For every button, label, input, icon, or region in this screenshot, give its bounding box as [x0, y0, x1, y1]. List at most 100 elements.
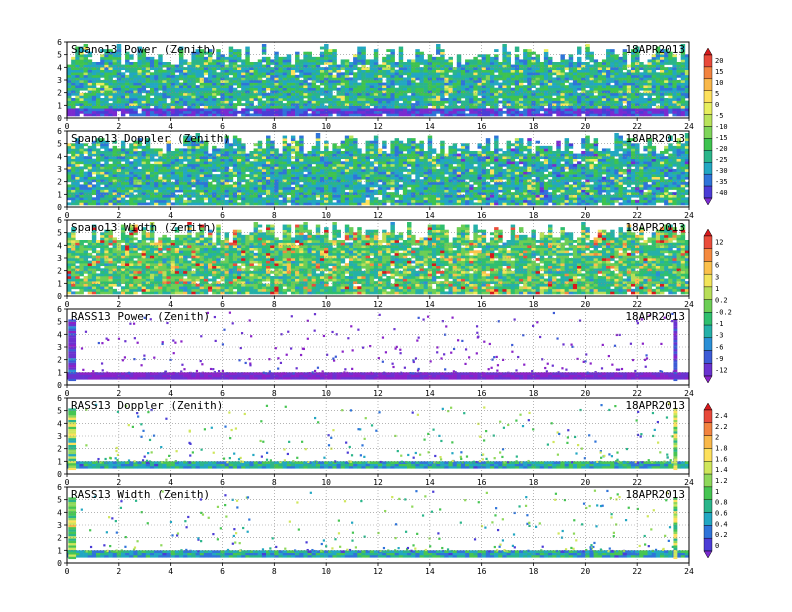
cell [100, 153, 105, 157]
cell [203, 105, 209, 109]
cell [191, 169, 196, 172]
cell [382, 100, 387, 104]
cell [195, 145, 200, 149]
cell [112, 90, 118, 94]
cell [336, 100, 341, 104]
cell [170, 74, 176, 78]
cell [336, 95, 341, 99]
cell [373, 72, 379, 76]
cell [195, 90, 200, 94]
cell [680, 46, 686, 50]
cell [228, 197, 234, 201]
cell [158, 56, 163, 60]
cell [315, 59, 321, 63]
cell [456, 108, 462, 112]
cell [311, 80, 317, 83]
cell [303, 153, 308, 157]
cell [187, 145, 192, 149]
cell [531, 72, 536, 76]
cell [71, 153, 76, 157]
cell [195, 138, 200, 142]
cell [336, 80, 341, 83]
cell [174, 80, 180, 83]
cell [79, 148, 84, 152]
cell [183, 77, 188, 81]
cell [398, 77, 404, 81]
cell [564, 67, 570, 71]
cell [684, 92, 690, 96]
cell [402, 113, 408, 117]
cell [249, 92, 254, 96]
cell [295, 187, 300, 190]
cell [378, 69, 383, 73]
cell [485, 110, 491, 114]
cell [506, 90, 511, 94]
cell [166, 145, 171, 149]
cell [212, 100, 217, 104]
cell [585, 90, 590, 94]
cell [158, 171, 163, 175]
cell [419, 113, 424, 117]
cell [419, 105, 424, 109]
cell [120, 110, 126, 114]
cell [116, 51, 122, 55]
cell [539, 105, 545, 109]
cell [560, 69, 565, 73]
cell [672, 59, 677, 63]
cell [178, 181, 184, 185]
cell [365, 87, 371, 91]
cell [249, 67, 254, 71]
cell [676, 90, 682, 94]
cell [382, 72, 387, 76]
cell [261, 100, 267, 104]
cell [116, 156, 122, 160]
cell [87, 158, 93, 162]
cell [87, 174, 93, 178]
cell [162, 85, 167, 89]
cell [67, 166, 72, 170]
cell [436, 69, 441, 73]
cell [581, 80, 586, 83]
cell [253, 171, 259, 175]
cell [647, 95, 652, 99]
cell [630, 82, 636, 86]
cell [639, 85, 644, 89]
cell [257, 189, 263, 193]
cell [137, 202, 142, 206]
cell [278, 64, 283, 68]
cell [319, 77, 325, 81]
cell [319, 80, 325, 83]
cell [295, 181, 300, 185]
cell [336, 105, 341, 109]
cell [141, 153, 147, 157]
cell [133, 161, 138, 165]
cell [278, 95, 283, 99]
cell [166, 105, 171, 109]
cell [436, 90, 441, 94]
cell [295, 192, 300, 196]
cell [100, 67, 105, 71]
cell [104, 103, 109, 107]
cell [249, 156, 254, 160]
cell [83, 156, 89, 160]
cell [373, 74, 379, 78]
cell [141, 95, 147, 99]
cell [299, 176, 304, 180]
cell [141, 82, 147, 86]
cell [390, 113, 395, 117]
cell [245, 85, 250, 89]
cell [518, 82, 524, 86]
cell [191, 90, 196, 94]
cell [266, 158, 271, 162]
cell [668, 85, 673, 89]
cell [224, 72, 230, 76]
cell [108, 158, 113, 162]
cell [411, 98, 416, 101]
cell [303, 51, 308, 55]
cell [319, 163, 325, 167]
cell [104, 151, 109, 154]
cell [270, 90, 275, 94]
cell [191, 192, 196, 196]
cell [199, 108, 205, 112]
cell [448, 77, 453, 81]
